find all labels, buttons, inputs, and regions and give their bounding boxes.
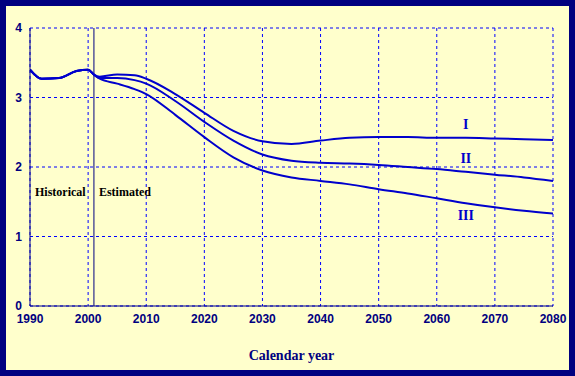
svg-text:III: III xyxy=(458,208,474,223)
svg-text:2030: 2030 xyxy=(249,312,276,326)
svg-text:2040: 2040 xyxy=(307,312,334,326)
svg-text:0: 0 xyxy=(15,299,22,313)
svg-text:1: 1 xyxy=(15,230,22,244)
svg-text:Historical: Historical xyxy=(35,185,86,199)
svg-text:2050: 2050 xyxy=(365,312,392,326)
svg-text:2080: 2080 xyxy=(540,312,567,326)
svg-text:2010: 2010 xyxy=(133,312,160,326)
svg-text:2000: 2000 xyxy=(75,312,102,326)
svg-text:II: II xyxy=(460,151,471,166)
svg-text:2020: 2020 xyxy=(191,312,218,326)
svg-text:4: 4 xyxy=(15,21,22,35)
svg-text:I: I xyxy=(463,117,468,132)
svg-text:3: 3 xyxy=(15,91,22,105)
svg-text:2060: 2060 xyxy=(423,312,450,326)
svg-text:2: 2 xyxy=(15,160,22,174)
svg-text:2070: 2070 xyxy=(482,312,509,326)
svg-text:Calendar year: Calendar year xyxy=(249,348,335,363)
svg-text:1990: 1990 xyxy=(17,312,44,326)
svg-text:Estimated: Estimated xyxy=(99,185,151,199)
